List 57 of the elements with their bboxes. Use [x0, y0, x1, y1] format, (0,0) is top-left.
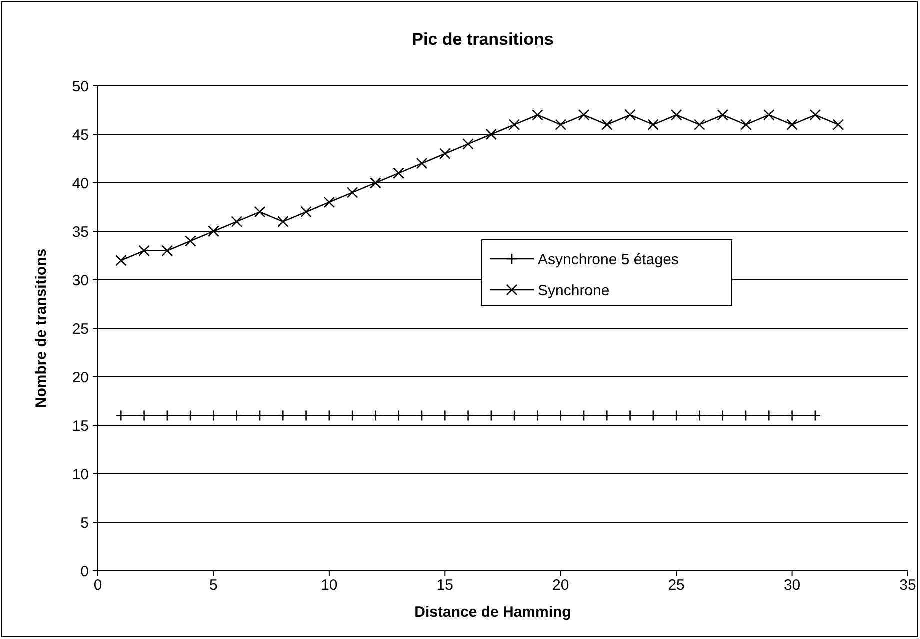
- point: [694, 119, 706, 130]
- point: [416, 158, 428, 170]
- y-tick-label: 20: [72, 369, 89, 386]
- x-tick-label: 5: [210, 577, 218, 594]
- point: [254, 206, 266, 218]
- y-tick-label: 10: [72, 466, 89, 484]
- point: [786, 119, 798, 130]
- x-axis-title: Distance de Hamming: [414, 604, 572, 621]
- point: [763, 109, 775, 121]
- point: [624, 109, 636, 121]
- y-tick-label: 50: [72, 78, 89, 96]
- x-tick-label: 35: [900, 577, 916, 594]
- point: [486, 128, 498, 140]
- point: [115, 254, 127, 266]
- point: [370, 177, 382, 189]
- point: [324, 196, 336, 208]
- point: [578, 109, 590, 121]
- point: [162, 245, 174, 257]
- point: [208, 226, 220, 238]
- point: [555, 119, 567, 130]
- y-axis-title: Nombre de transitions: [33, 248, 50, 408]
- point: [184, 236, 196, 247]
- point: [346, 187, 358, 198]
- point: [601, 119, 613, 130]
- y-tick-label: 0: [80, 563, 89, 580]
- point: [393, 168, 405, 179]
- point: [532, 109, 544, 121]
- y-tick-label: 45: [72, 126, 89, 144]
- y-tick-label: 25: [72, 320, 89, 338]
- point: [508, 119, 520, 130]
- y-tick-label: 30: [72, 272, 89, 290]
- point: [648, 119, 660, 130]
- x-tick-label: 25: [668, 577, 685, 594]
- point: [717, 109, 729, 121]
- y-tick-label: 35: [72, 224, 89, 241]
- y-tick-label: 40: [72, 175, 89, 192]
- point: [670, 109, 682, 121]
- legend-label: Asynchrone 5 étages: [538, 251, 679, 268]
- point: [231, 216, 243, 228]
- point: [462, 138, 474, 150]
- point: [832, 119, 844, 130]
- x-tick-label: 20: [552, 577, 570, 594]
- x-tick-label: 30: [784, 577, 801, 594]
- x-tick-label: 15: [436, 577, 454, 594]
- legend-label: Synchrone: [538, 282, 610, 300]
- y-tick-label: 5: [80, 514, 89, 532]
- point: [300, 206, 312, 218]
- point: [740, 119, 752, 130]
- chart-title: Pic de transitions: [412, 30, 554, 49]
- point: [810, 410, 822, 422]
- point: [439, 148, 451, 160]
- y-tick-label: 15: [72, 418, 89, 435]
- point: [810, 109, 822, 121]
- x-tick-label: 10: [321, 577, 338, 594]
- x-tick-label: 0: [94, 577, 102, 594]
- point: [277, 216, 289, 228]
- point: [138, 245, 150, 257]
